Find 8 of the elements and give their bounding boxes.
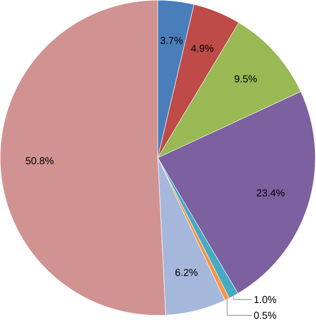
data-label: 4.9% bbox=[191, 44, 214, 52]
data-label: 0.5% bbox=[254, 312, 276, 319]
data-label: 3.7% bbox=[160, 36, 183, 44]
data-label: 9.5% bbox=[234, 75, 258, 82]
data-label: 23.4% bbox=[257, 189, 285, 196]
data-label: 6.2% bbox=[176, 268, 198, 276]
data-label: 50.8% bbox=[26, 157, 54, 164]
data-label: 1.0% bbox=[254, 296, 276, 304]
